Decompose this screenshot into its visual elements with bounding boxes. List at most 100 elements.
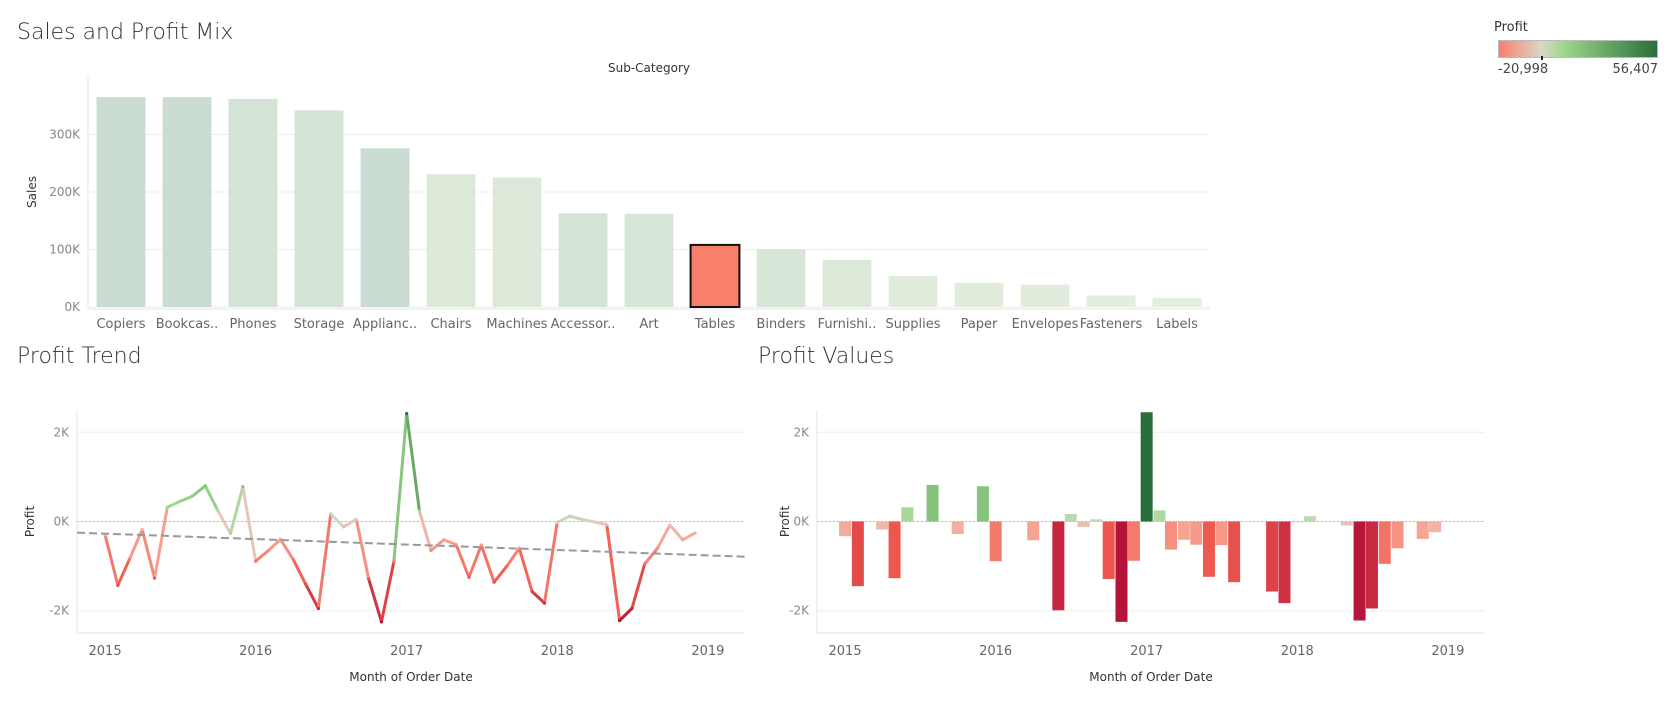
profit-bar [976, 486, 989, 522]
profit-point [681, 538, 685, 542]
bar-accessor [558, 213, 608, 307]
profit-line-segment [517, 546, 534, 594]
profit-bar [1177, 521, 1190, 540]
profit-bar [1190, 521, 1203, 545]
profit-line-segment [542, 520, 559, 605]
profit-bar [1353, 521, 1366, 621]
y-tick-label: 200K [49, 185, 81, 199]
bar-supplies [888, 275, 938, 307]
x-tick-label: Supplies [886, 317, 941, 332]
profit-line-segment [643, 546, 660, 566]
profit-point [291, 557, 295, 562]
profit-point [568, 514, 572, 518]
x-tick-label: 2017 [1130, 644, 1163, 659]
profit-point [630, 606, 634, 611]
profit-point [203, 484, 207, 488]
profit-line-segment [592, 520, 609, 527]
profit-point [429, 548, 433, 553]
profit-point [266, 548, 271, 553]
profit-line-segment [354, 517, 371, 581]
profit-line-segment [304, 582, 320, 610]
x-tick-label: Applianc.. [353, 317, 417, 332]
profit-bar [1127, 521, 1140, 561]
profit-line-segment [681, 531, 697, 542]
profit-line-segment [140, 528, 157, 580]
profit-point [228, 531, 233, 536]
profit-color-legend[interactable]: Profit -20,998 56,407 [1490, 18, 1660, 78]
profit-line-segment [417, 509, 433, 552]
profit-point [467, 575, 471, 579]
profit-line-segment [165, 499, 182, 509]
profit-line-segment [316, 512, 333, 610]
profit-point [592, 520, 597, 524]
profit-bar [1215, 521, 1228, 546]
profit-point [178, 499, 182, 504]
profit-bar [888, 521, 901, 579]
profit-point [140, 527, 144, 532]
x-tick-label: 2019 [691, 644, 724, 659]
profit-point [316, 606, 320, 611]
profit-point [517, 546, 521, 550]
bar-labels [1152, 297, 1202, 307]
bar-storage [294, 110, 344, 307]
profit-point [116, 583, 120, 587]
profit-line-segment [454, 543, 471, 579]
profit-bar [1291, 521, 1304, 523]
profit-bar [1052, 521, 1065, 611]
profit-line-segment [605, 523, 622, 623]
profit-point [605, 523, 609, 527]
bar-applianc [360, 148, 410, 307]
bar-tables [689, 243, 741, 308]
bar-furnishi [822, 259, 872, 307]
x-tick-label: Binders [756, 317, 805, 332]
x-tick-label: Tables [694, 317, 736, 332]
profit-line-segment [342, 517, 358, 529]
profit-line-segment [618, 606, 634, 623]
profit-bar [1391, 521, 1404, 549]
bar-art [624, 213, 674, 307]
profit-bar [1416, 521, 1429, 539]
profit-line-segment [630, 562, 647, 610]
legend-zero-marker [1541, 56, 1543, 60]
profit-point [555, 520, 559, 524]
profit-bar [1340, 521, 1353, 526]
profit-line-segment [103, 533, 120, 587]
profit-line-segment [329, 512, 346, 529]
profit-line-segment [392, 412, 409, 564]
profit-bar [876, 521, 889, 530]
profit-point [492, 580, 496, 584]
bar-binders [756, 248, 806, 307]
profit-point [442, 538, 446, 542]
profit-point [655, 546, 660, 550]
bar-phones [228, 98, 278, 307]
profit-point [693, 531, 697, 535]
profit-line-segment [178, 494, 195, 503]
profit-bar [851, 521, 864, 587]
profit-bar [839, 521, 852, 537]
profit-line-segment [153, 505, 169, 580]
profit-point [190, 494, 195, 498]
x-tick-label: Labels [1156, 317, 1198, 332]
profit-bar [989, 521, 1002, 562]
x-tick-label: 2016 [979, 644, 1012, 659]
profit-line-segment [555, 514, 572, 524]
x-tick-label: Furnishi.. [818, 317, 877, 332]
profit-bar [901, 507, 914, 522]
x-tick-label: 2017 [390, 644, 423, 659]
profit-line-segment [580, 517, 596, 524]
y-tick-label: 100K [49, 243, 81, 257]
profit-point [341, 525, 346, 529]
profit-line-segment [216, 508, 232, 536]
profit-point [303, 582, 308, 586]
bar-copiers [96, 97, 146, 307]
y-tick-label: 0K [64, 300, 81, 314]
profit-point [392, 560, 396, 564]
x-tick-label: 2015 [89, 644, 122, 659]
profit-point [329, 512, 333, 516]
x-tick-label: Bookcas.. [156, 317, 219, 332]
y-tick-label: 300K [49, 128, 81, 142]
profit-bar [1278, 521, 1291, 604]
profit-point [241, 485, 245, 489]
profit-line-segment [228, 485, 245, 536]
profit-bar [1266, 521, 1279, 592]
